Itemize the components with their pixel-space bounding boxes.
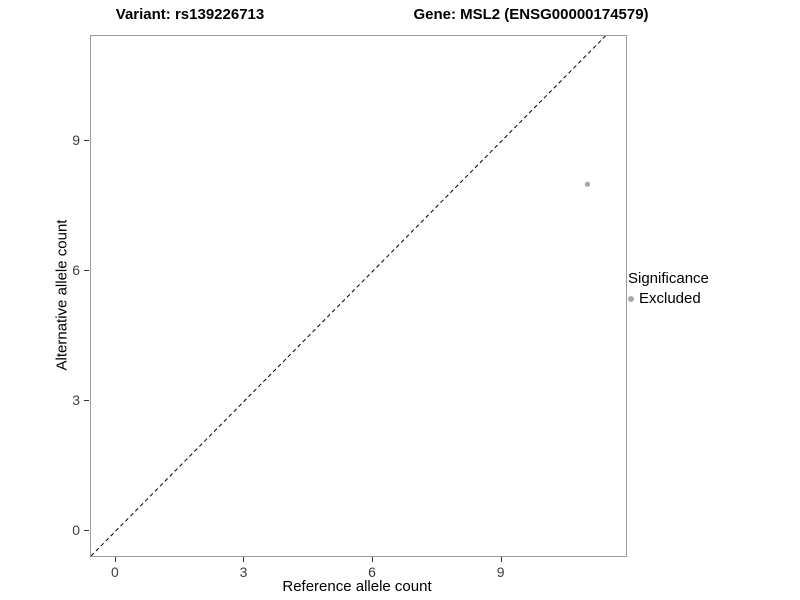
x-tick-label: 3 — [239, 564, 248, 580]
x-tick-mark — [372, 557, 374, 562]
y-axis-label: Alternative allele count — [53, 219, 71, 371]
y-tick-mark — [84, 399, 89, 401]
plot-canvas — [91, 36, 606, 556]
x-axis-label: Reference allele count — [282, 578, 432, 595]
x-tick-label: 6 — [368, 564, 376, 580]
x-tick-mark — [114, 557, 116, 562]
legend: Significance Excluded — [628, 270, 709, 307]
x-tick-mark — [243, 557, 245, 562]
data-point — [584, 181, 591, 187]
identity-line — [91, 36, 606, 556]
legend-entry-excluded: Excluded — [628, 290, 709, 307]
plot-panel — [90, 35, 627, 557]
legend-entry-label: Excluded — [639, 290, 701, 307]
x-tick-label: 9 — [496, 564, 505, 580]
y-tick-label: 6 — [72, 261, 80, 278]
plot-title-variant: Variant: rs139226713 — [115, 6, 265, 23]
y-tick-mark — [84, 529, 89, 531]
plot-title-gene: Gene: MSL2 (ENSG00000174579) — [413, 6, 649, 23]
x-tick-label: 0 — [110, 564, 119, 580]
y-tick-mark — [84, 139, 89, 141]
excluded-point-icon — [628, 295, 634, 302]
y-tick-label: 0 — [72, 521, 80, 538]
legend-title: Significance — [628, 270, 709, 287]
y-tick-label: 3 — [72, 391, 80, 408]
y-tick-label: 9 — [72, 131, 80, 148]
x-tick-mark — [500, 557, 502, 562]
y-tick-mark — [84, 269, 89, 271]
